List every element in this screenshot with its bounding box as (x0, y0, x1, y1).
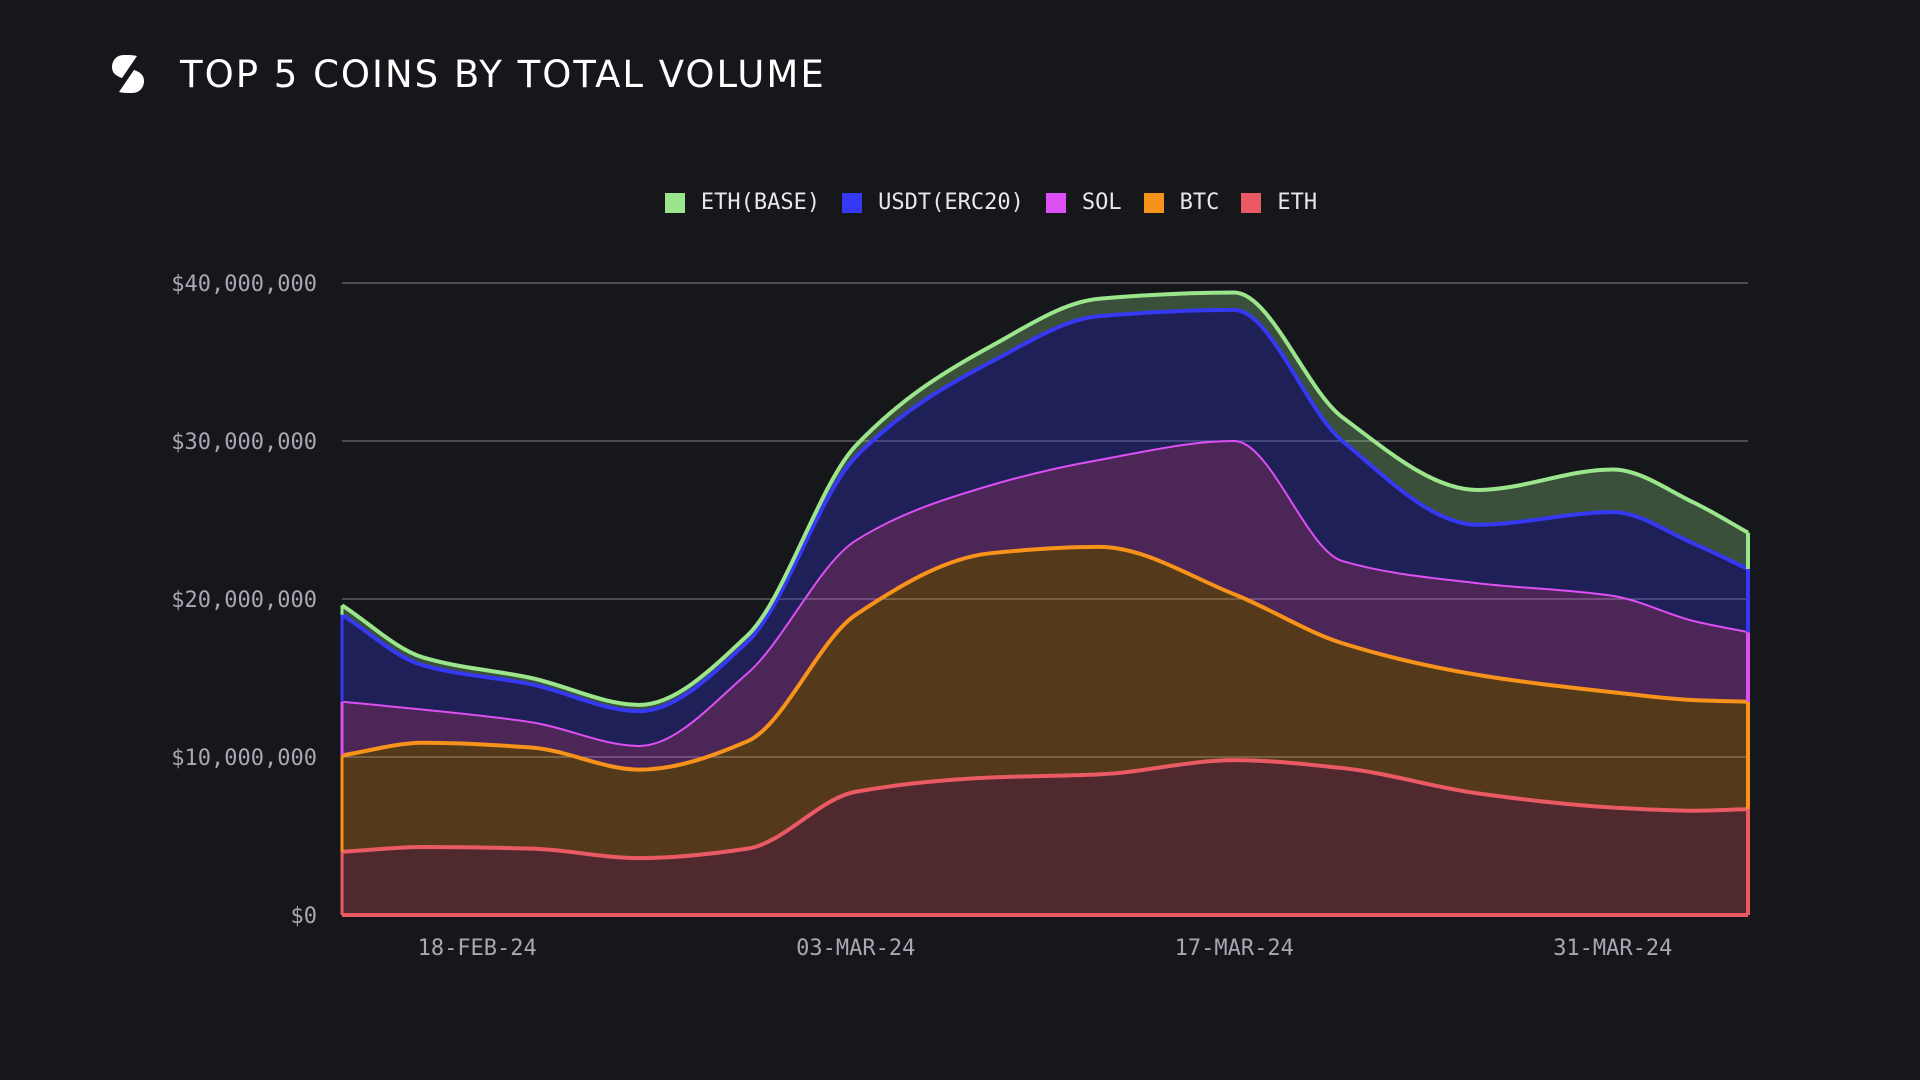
series-line-eth (341, 758, 1749, 861)
chart-header: TOP 5 COINS BY TOTAL VOLUME (110, 52, 826, 96)
x-tick-label: 17-MAR-24 (1175, 936, 1294, 961)
s-slash-logo-icon (112, 55, 144, 93)
series-line-sol (341, 440, 1749, 747)
y-tick-label: $40,000,000 (171, 272, 317, 297)
series-line-usdt-erc20 (340, 307, 1749, 714)
area-eth-base (342, 292, 1748, 712)
legend-item-usdt-erc20[interactable]: USDT(ERC20) (842, 190, 1024, 215)
legend-item-sol[interactable]: SOL (1045, 190, 1122, 215)
area-btc (342, 546, 1748, 859)
legend-label: ETH (1277, 190, 1318, 215)
legend-swatch (664, 192, 685, 213)
legend-swatch (1045, 192, 1066, 213)
chart-title: TOP 5 COINS BY TOTAL VOLUME (180, 52, 826, 96)
y-tick-label: $10,000,000 (171, 746, 317, 771)
legend-item-eth[interactable]: ETH (1241, 190, 1317, 215)
legend-label: USDT(ERC20) (878, 190, 1024, 215)
legend-swatch (1143, 192, 1164, 213)
series-line-btc (341, 544, 1749, 772)
legend-swatch (842, 192, 863, 213)
x-tick-label: 18-FEB-24 (418, 936, 537, 961)
chart-legend: ETH(BASE) USDT(ERC20) SOL BTC ETH (0, 190, 1920, 215)
x-tick-label: 31-MAR-24 (1553, 936, 1672, 961)
x-tick-label: 03-MAR-24 (796, 936, 915, 961)
legend-item-btc[interactable]: BTC (1143, 190, 1220, 215)
legend-label: ETH(BASE) (700, 190, 821, 215)
y-tick-label: $30,000,000 (171, 430, 317, 455)
area-sol (342, 441, 1748, 770)
y-tick-label: $20,000,000 (171, 588, 317, 613)
area-eth (342, 760, 1748, 915)
area-usdt-erc20 (342, 309, 1748, 746)
legend-item-eth-base[interactable]: ETH(BASE) (664, 190, 821, 215)
series-line-eth-base (340, 290, 1749, 707)
legend-swatch (1241, 192, 1262, 213)
legend-label: BTC (1179, 190, 1220, 215)
legend-label: SOL (1081, 190, 1122, 215)
y-tick-label: $0 (291, 904, 318, 929)
